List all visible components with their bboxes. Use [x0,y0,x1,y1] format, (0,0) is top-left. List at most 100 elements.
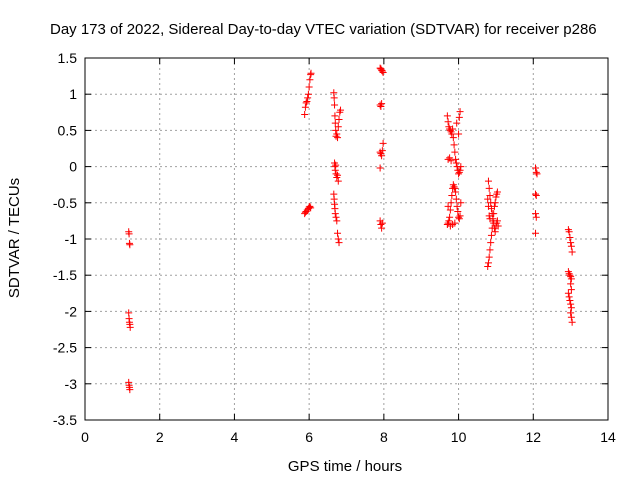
data-point [376,101,384,109]
data-point [567,239,575,247]
data-point [567,280,575,288]
data-point [564,289,572,297]
y-tick-label: -3.5 [53,412,77,428]
data-point [568,318,576,326]
data-point [446,154,454,162]
data-point [494,222,502,230]
data-point [485,212,493,220]
data-point [444,155,452,163]
data-point [457,163,465,171]
data-point [532,192,540,200]
data-point [484,177,492,185]
data-point [443,112,451,120]
data-point [455,215,463,223]
data-point [492,193,500,201]
x-tick-label: 14 [600,429,616,445]
data-point [486,192,494,200]
x-tick-label: 0 [81,429,89,445]
data-point [447,157,455,165]
data-point [379,68,387,76]
axis-ticks: 0 2 4 6 8 10 12 14 1.5 1 0.5 0 -0.5 -1 -1.5 -2 -2.5 -3 -3.… [53,50,616,445]
data-point [565,228,573,236]
data-point [304,94,312,102]
data-point [444,202,452,210]
data-point [485,184,493,192]
data-point [448,130,456,138]
data-point [337,106,345,114]
data-point [378,100,386,108]
data-point [335,239,343,247]
data-point [567,300,575,308]
data-point [451,184,459,192]
data-point [376,164,384,172]
data-point [301,110,309,118]
data-point [446,213,454,221]
x-tick-label: 10 [451,429,467,445]
data-point [457,199,465,207]
data-point [565,270,573,278]
grid [85,58,608,420]
x-tick-label: 4 [231,429,239,445]
x-axis-label: GPS time / hours [288,458,402,475]
data-point [305,203,313,211]
data-point [126,323,134,331]
data-point [331,119,339,127]
data-point [302,99,310,107]
data-point [305,83,313,91]
data-point [334,123,342,131]
y-tick-label: 1.5 [58,50,78,66]
data-point [452,188,460,196]
data-point [445,217,453,225]
y-tick-label: -1 [65,231,78,247]
data-point [452,155,460,163]
data-point [486,246,494,254]
data-point [487,231,495,239]
data-point [493,217,501,225]
data-point [448,192,456,200]
data-point [307,69,315,77]
data-point [334,134,342,142]
data-point [455,130,463,138]
data-point [331,210,339,218]
data-point [307,204,315,212]
data-point [451,148,459,156]
data-point [449,134,457,142]
data-point [484,195,492,203]
data-point [452,195,460,203]
data-point [333,130,341,138]
data-point [334,229,342,237]
data-point [332,161,340,169]
data-point [330,94,338,102]
y-tick-label: -3 [65,376,78,392]
data-point [567,242,575,250]
data-point [377,221,385,229]
data-point [450,183,458,191]
data-point [331,101,339,109]
data-point [567,286,575,294]
data-point [452,159,460,167]
data-point [332,170,340,178]
data-point [485,253,493,261]
data-point [378,152,386,160]
data-point [487,199,495,207]
data-point [378,67,386,75]
x-tick-label: 2 [156,429,164,445]
data-point [377,103,385,111]
data-point [567,313,575,321]
data-point [567,309,575,317]
x-tick-label: 8 [380,429,388,445]
y-tick-label: 0.5 [58,122,78,138]
data-point [568,248,576,256]
data-point [379,139,387,147]
data-point [378,147,386,155]
data-point [532,164,540,172]
data-point [456,166,464,174]
y-tick-label: -1.5 [53,267,77,283]
data-point [332,213,340,221]
data-point [306,202,314,210]
data-point [454,207,462,215]
data-point [493,188,501,196]
data-point [566,271,574,279]
chart-title: Day 173 of 2022, Sidereal Day-to-day VTE… [50,21,597,38]
data-point [331,112,339,120]
